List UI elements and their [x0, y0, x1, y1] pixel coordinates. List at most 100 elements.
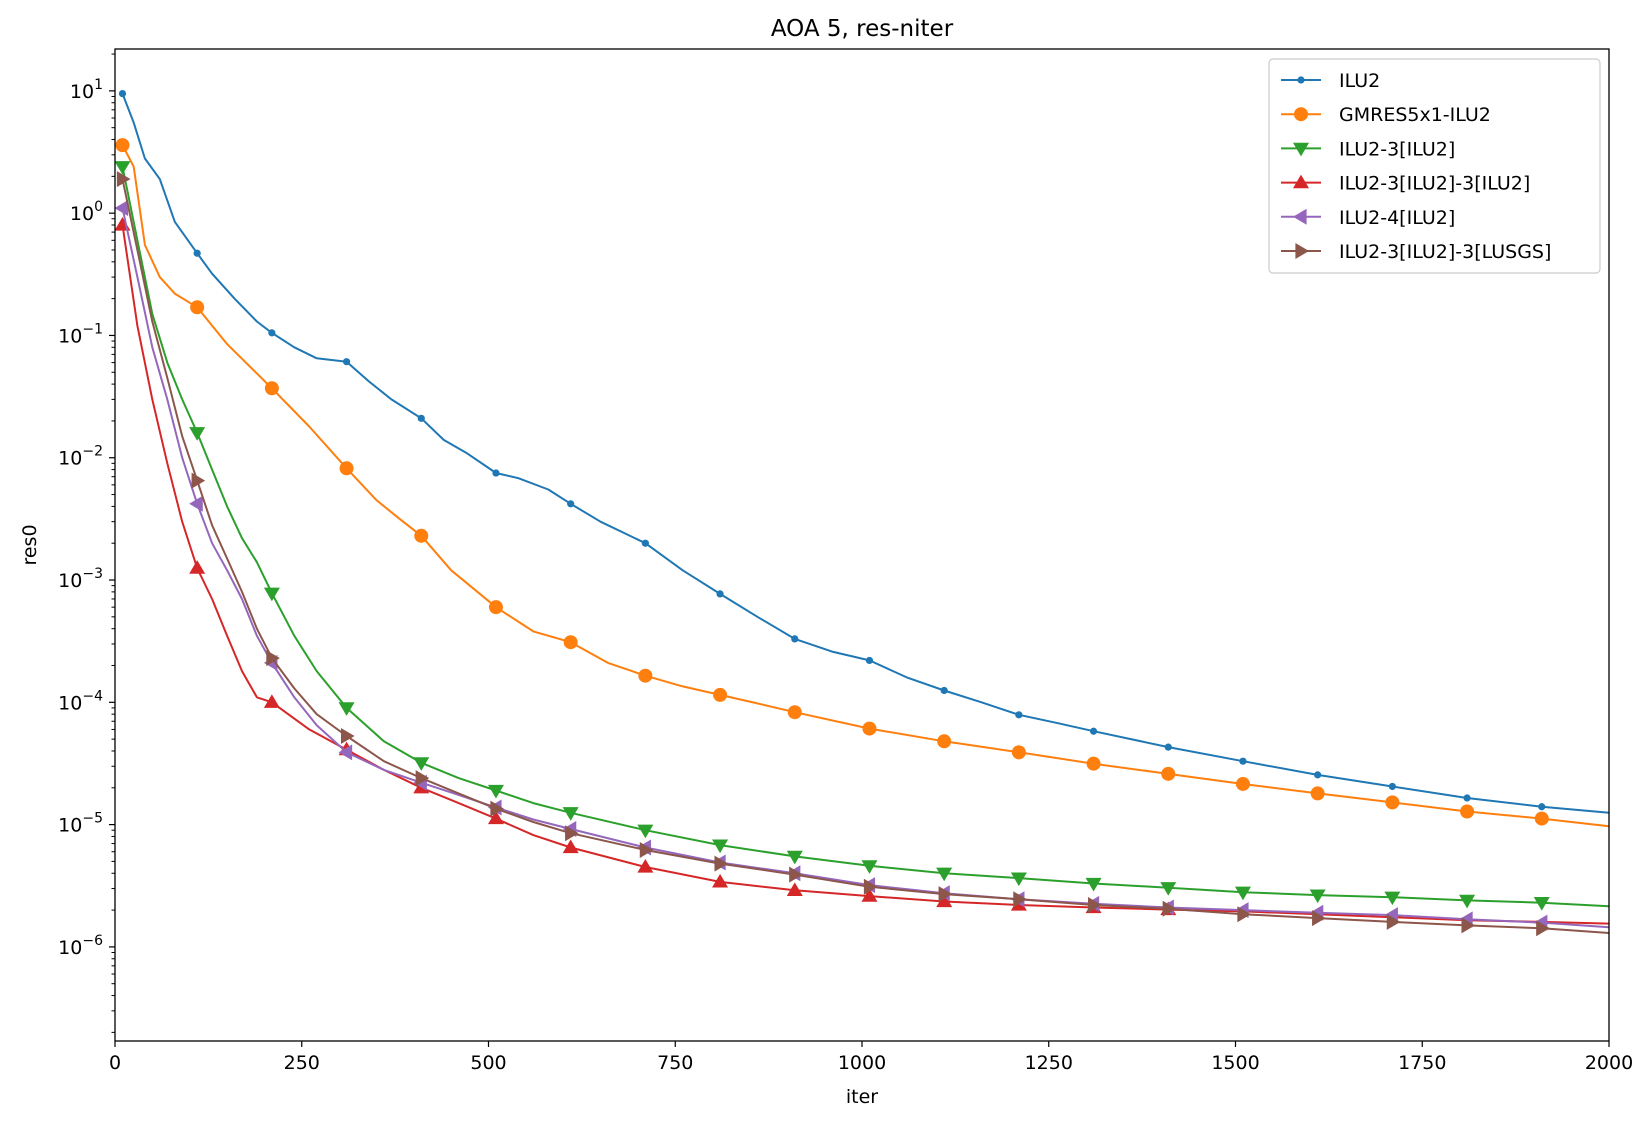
- data-point-ilu2-3-ilu2-3-lusgs: [490, 800, 504, 817]
- data-point-ilu2-3-ilu2: [1384, 891, 1401, 906]
- x-tick-label: 250: [284, 1052, 320, 1074]
- series-ilu2: [118, 89, 1610, 814]
- y-tick-label: 10−2: [58, 444, 103, 470]
- data-point-ilu2-3-ilu2-3-ilu2: [263, 694, 280, 708]
- data-point-ilu2-3-ilu2-3-lusgs: [1312, 910, 1326, 927]
- data-point-gmres5x1-ilu2: [1235, 776, 1250, 791]
- y-tick-mantissa: 10: [70, 81, 94, 103]
- y-tick-mantissa: 10: [70, 203, 94, 225]
- legend: ILU2 GMRES5x1-ILU2 ILU2-3[ILU2] ILU2-3[ILU2…: [1268, 58, 1601, 274]
- data-point-gmres5x1-ilu2: [1086, 756, 1101, 771]
- series-ilu2-4-ilu2: [114, 200, 1610, 931]
- series-line-ilu2-4-ilu2: [121, 207, 1610, 929]
- y-tick-exponent: −1: [82, 321, 103, 337]
- data-point-ilu2-3-ilu2-3-ilu2: [487, 810, 504, 825]
- y-tick-label: 10−4: [58, 688, 103, 714]
- data-point-ilu2-3-ilu2-3-ilu2: [637, 859, 654, 873]
- data-point-ilu2-3-ilu2: [712, 839, 729, 854]
- data-point-ilu2-3-ilu2: [637, 824, 654, 839]
- y-tick-exponent: −3: [82, 566, 103, 582]
- data-point-ilu2-3-ilu2: [114, 161, 131, 175]
- data-point-ilu2: [1388, 782, 1396, 791]
- y-tick-exponent: 1: [94, 77, 103, 93]
- data-point-ilu2-3-ilu2-3-ilu2: [786, 882, 803, 896]
- y-tick-label: 101: [70, 77, 103, 103]
- data-point-ilu2-3-ilu2: [487, 784, 504, 799]
- x-tick-label: 1750: [1398, 1052, 1446, 1074]
- legend-box: [1268, 58, 1601, 274]
- data-point-ilu2: [417, 414, 425, 422]
- y-axis-title: res0: [19, 524, 41, 565]
- data-point-ilu2-3-ilu2-3-lusgs: [415, 770, 430, 787]
- data-point-ilu2: [567, 500, 575, 508]
- legend-label-ilu2-4-ilu2: ILU2-4[ILU2]: [1339, 207, 1455, 229]
- series-ilu2-3-ilu2-3-lusgs: [116, 171, 1610, 937]
- data-point-ilu2: [865, 656, 874, 665]
- data-point-gmres5x1-ilu2: [1534, 811, 1549, 826]
- data-point-ilu2-3-ilu2-3-lusgs: [266, 650, 280, 667]
- x-tick-label: 1500: [1211, 1052, 1259, 1074]
- y-tick-exponent: −2: [82, 444, 103, 460]
- data-point-ilu2-3-ilu2-3-ilu2: [712, 873, 729, 888]
- data-point-ilu2-3-ilu2-3-lusgs: [714, 855, 729, 872]
- data-point-ilu2-3-ilu2-3-lusgs: [1237, 906, 1251, 923]
- legend-label-ilu2-3-ilu2: ILU2-3[ILU2]: [1339, 138, 1455, 160]
- data-point-ilu2-3-ilu2: [562, 807, 579, 821]
- data-point-ilu2-3-ilu2: [1309, 889, 1326, 904]
- data-point-ilu2-3-ilu2-3-lusgs: [340, 728, 355, 745]
- data-point-ilu2-3-ilu2-3-lusgs: [863, 878, 878, 895]
- data-point-ilu2-3-ilu2-3-lusgs: [1162, 900, 1177, 917]
- y-tick-label: 100: [70, 199, 103, 225]
- data-point-ilu2-3-ilu2-3-lusgs: [938, 886, 953, 903]
- data-point-ilu2: [940, 686, 948, 695]
- y-tick-exponent: −6: [82, 933, 103, 949]
- data-point-ilu2-3-ilu2-3-ilu2: [562, 839, 579, 854]
- data-point-ilu2-3-ilu2: [1085, 877, 1102, 892]
- data-point-ilu2-3-ilu2-3-ilu2: [189, 560, 206, 574]
- y-tick-mantissa: 10: [58, 448, 82, 470]
- data-point-ilu2: [1015, 711, 1023, 719]
- y-tick-exponent: −5: [82, 811, 103, 827]
- data-point-ilu2-3-ilu2-3-lusgs: [1087, 897, 1102, 914]
- legend-label-gmres5x1-ilu2: GMRES5x1-ILU2: [1339, 104, 1491, 126]
- plot-area-frame: [114, 48, 1610, 1042]
- y-tick-label: 10−1: [58, 321, 103, 347]
- data-point-ilu2-4-ilu2: [114, 200, 129, 217]
- data-point-ilu2-3-ilu2-3-lusgs: [565, 825, 579, 842]
- data-point-ilu2: [118, 89, 127, 98]
- y-tick-mantissa: 10: [58, 937, 82, 959]
- data-point-gmres5x1-ilu2: [1011, 745, 1026, 760]
- y-tick-mantissa: 10: [58, 570, 82, 592]
- data-point-ilu2-3-ilu2-3-lusgs: [639, 841, 654, 858]
- series-ilu2-3-ilu2-3-ilu2: [114, 217, 1610, 925]
- data-point-ilu2-4-ilu2: [189, 495, 203, 512]
- data-point-ilu2-3-ilu2-3-lusgs: [1461, 917, 1476, 934]
- data-point-ilu2: [716, 590, 724, 598]
- y-tick-mantissa: 10: [58, 815, 82, 837]
- data-point-gmres5x1-ilu2: [1460, 804, 1475, 819]
- series-line-ilu2-3-ilu2: [121, 166, 1610, 908]
- data-point-ilu2-3-ilu2: [1533, 897, 1550, 911]
- x-axis: 0 250 500 750 1000 1250 1500 1750 2000: [109, 1041, 1633, 1074]
- data-point-ilu2-3-ilu2: [413, 757, 430, 771]
- legend-marker-ilu2-3-ilu2: [1293, 142, 1309, 157]
- data-point-ilu2-3-ilu2: [1459, 894, 1476, 909]
- legend-label-ilu2: ILU2: [1339, 70, 1380, 92]
- data-point-ilu2: [1463, 794, 1471, 802]
- data-point-ilu2-3-ilu2-3-lusgs: [1013, 891, 1027, 908]
- data-point-ilu2: [342, 358, 351, 366]
- data-point-gmres5x1-ilu2: [264, 381, 279, 396]
- y-tick-label: 10−5: [58, 811, 103, 837]
- data-point-ilu2: [193, 249, 201, 257]
- series-ilu2-3-ilu2: [114, 161, 1610, 911]
- x-tick-label: 750: [657, 1052, 693, 1074]
- data-point-ilu2: [1239, 757, 1247, 765]
- y-tick-label: 10−6: [58, 933, 103, 959]
- data-point-ilu2-3-ilu2-3-lusgs: [789, 866, 803, 883]
- data-point-ilu2-3-ilu2-3-ilu2: [861, 888, 878, 902]
- y-tick-label: 10−3: [58, 566, 103, 592]
- data-point-gmres5x1-ilu2: [414, 528, 429, 543]
- data-point-gmres5x1-ilu2: [190, 300, 205, 315]
- data-point-ilu2-3-ilu2: [263, 587, 280, 602]
